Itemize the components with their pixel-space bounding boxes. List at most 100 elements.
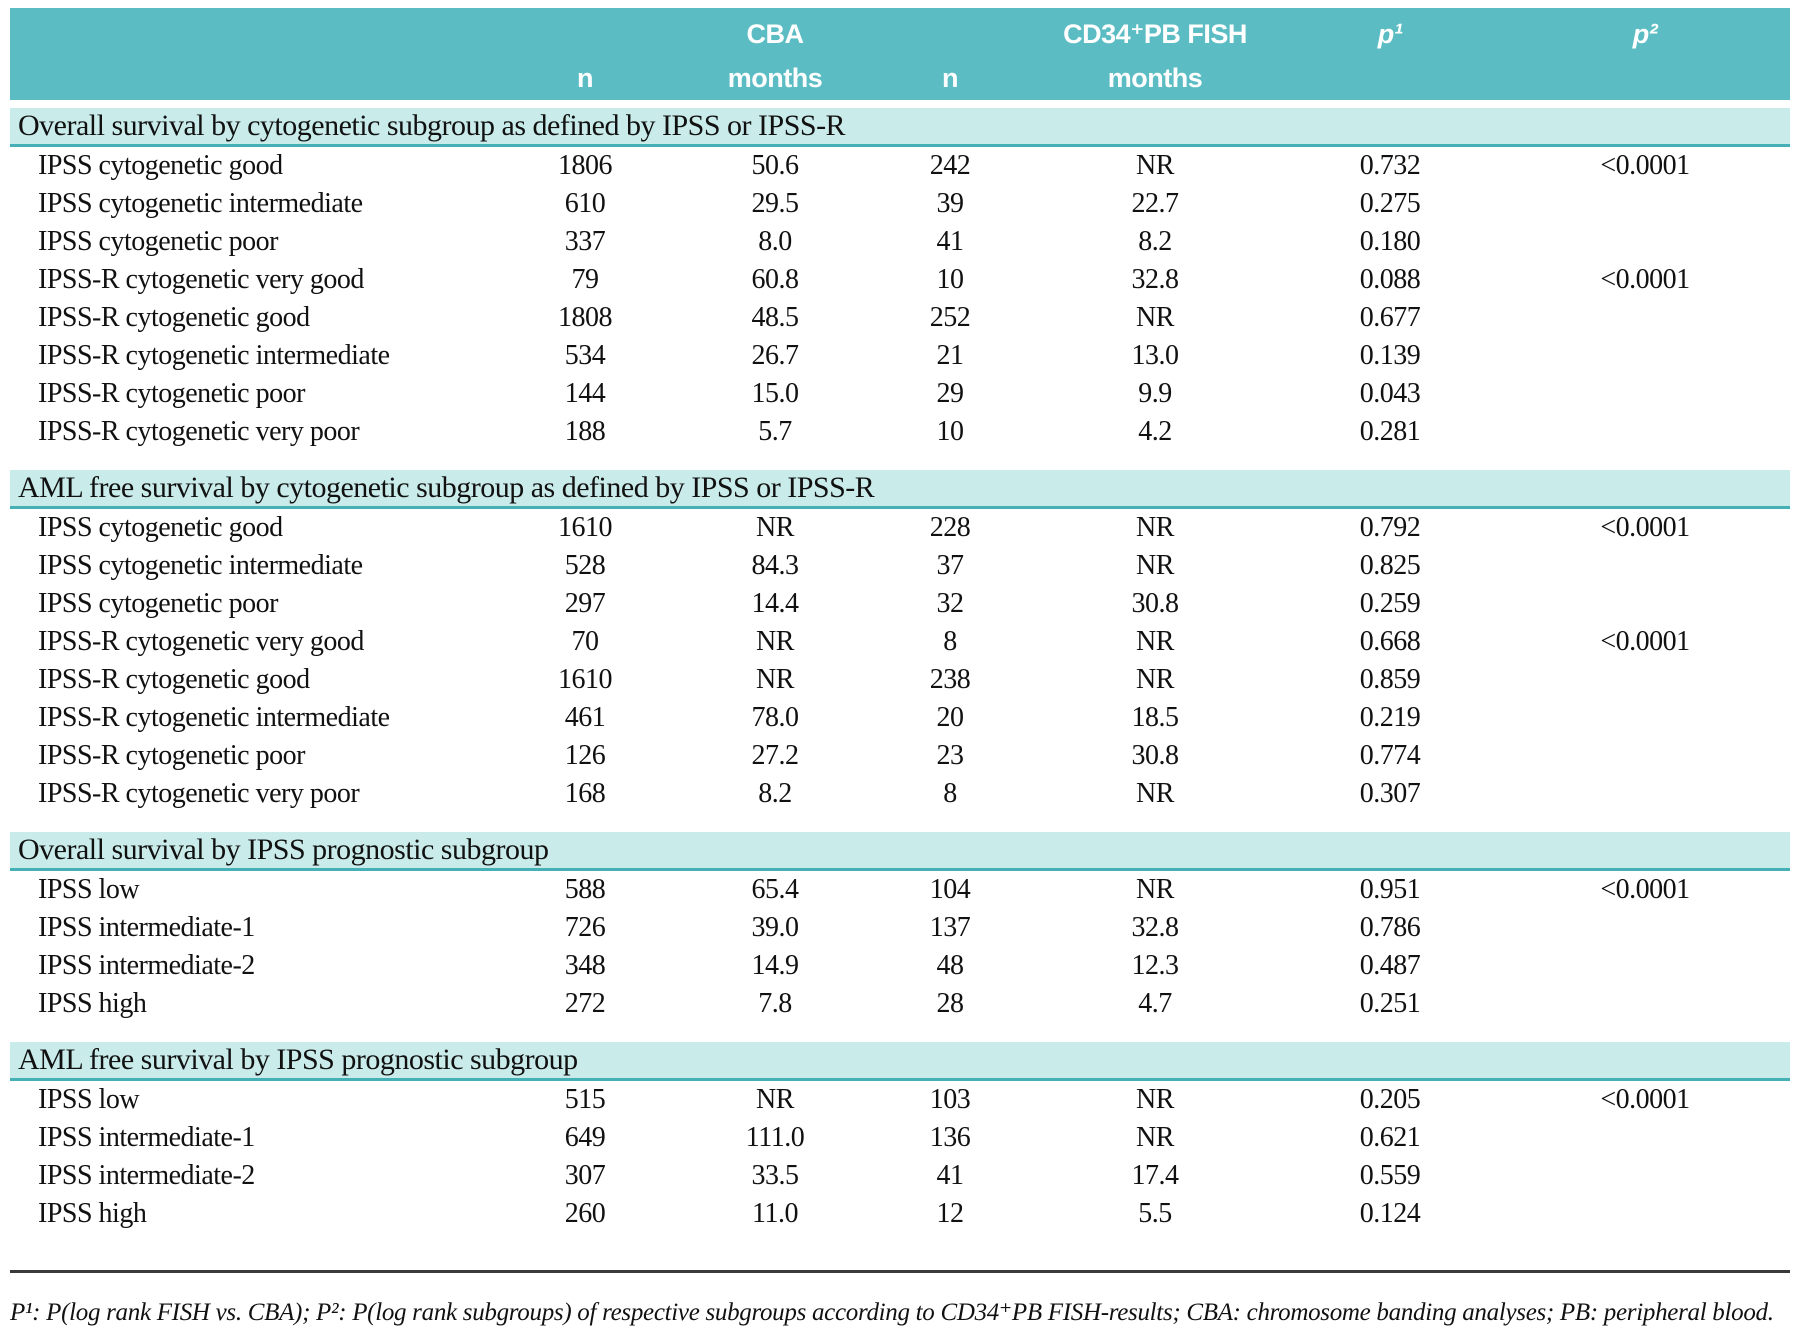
row-value: 17.4	[1131, 1160, 1180, 1191]
row-value: 4.2	[1138, 416, 1172, 447]
row-value: 48	[936, 950, 965, 981]
row-label: IPSS intermediate-1	[38, 912, 255, 943]
row-value: 1806	[558, 150, 613, 181]
row-value: 0.792	[1359, 512, 1421, 543]
header-bottom: months	[1107, 63, 1203, 93]
header-cell-n-fish: n	[870, 8, 1030, 100]
row-value: 0.774	[1359, 740, 1421, 771]
row-value: 27.2	[751, 740, 800, 771]
row-value: 8.0	[758, 226, 792, 257]
table-row: IPSS-R cytogenetic poor 126 27.2 23 30.8 0.77…	[10, 737, 1790, 775]
row-value: 0.621	[1359, 1122, 1421, 1153]
row-value: 29	[936, 378, 965, 409]
row-value: 39	[936, 188, 965, 219]
header-cell-p1: p¹	[1280, 8, 1500, 100]
row-value: 10	[936, 416, 965, 447]
section-header: AML free survival by cytogenetic subgrou…	[10, 470, 1790, 509]
row-label: IPSS low	[38, 874, 140, 905]
row-label: IPSS low	[38, 1084, 140, 1115]
section-header: AML free survival by IPSS prognostic sub…	[10, 1042, 1790, 1081]
section-header: Overall survival by cytogenetic subgroup…	[10, 108, 1790, 147]
row-value: 13.0	[1131, 340, 1180, 371]
header-bottom	[10, 62, 490, 94]
table-row: IPSS cytogenetic intermediate 610 29.5 39 22…	[10, 185, 1790, 223]
table-section: Overall survival by cytogenetic subgroup…	[10, 108, 1790, 462]
header-top: CBA	[746, 19, 805, 49]
header-cell-fish-months: CD34⁺PB FISH months	[1030, 8, 1280, 100]
row-label: IPSS cytogenetic poor	[38, 588, 278, 619]
row-value: 515	[564, 1084, 606, 1115]
table-row: IPSS-R cytogenetic very good 79 60.8 10 32.8…	[10, 261, 1790, 299]
row-value: 1808	[558, 302, 613, 333]
row-value: NR	[1136, 626, 1174, 657]
row-value: 0.677	[1359, 302, 1421, 333]
table-row: IPSS low 588 65.4 104 NR 0.951 <0.0001	[10, 871, 1790, 909]
row-value: 30.8	[1131, 740, 1180, 771]
row-value: NR	[1136, 512, 1174, 543]
header-cell-p2: p²	[1500, 8, 1790, 100]
table-row: IPSS low 515 NR 103 NR 0.205 <0.0001	[10, 1081, 1790, 1119]
row-value: 337	[564, 226, 606, 257]
row-value: 0.139	[1359, 340, 1421, 371]
row-value: 0.487	[1359, 950, 1421, 981]
row-value: 1610	[558, 512, 613, 543]
table-row: IPSS-R cytogenetic poor 144 15.0 29 9.9 0.043	[10, 375, 1790, 413]
row-value: 348	[564, 950, 606, 981]
row-value: 0.124	[1359, 1198, 1421, 1229]
row-value: 272	[564, 988, 606, 1019]
row-value: 104	[929, 874, 971, 905]
table-row: IPSS high 272 7.8 28 4.7 0.251	[10, 985, 1790, 1023]
row-value: 4.7	[1138, 988, 1172, 1019]
row-value: NR	[756, 664, 794, 695]
row-label: IPSS high	[38, 988, 147, 1019]
row-value: 0.088	[1359, 264, 1421, 295]
row-value: NR	[1136, 1122, 1174, 1153]
paper-table: n CBA months n CD34⁺PB FISH months p¹ p²…	[10, 8, 1790, 1326]
header-top	[870, 18, 1030, 50]
row-value: 0.180	[1359, 226, 1421, 257]
footnote-divider	[10, 1270, 1790, 1273]
header-cell-cba-months: CBA months	[680, 8, 870, 100]
table-row: IPSS-R cytogenetic very poor 168 8.2 8 NR 0.3…	[10, 775, 1790, 813]
row-value: 12	[936, 1198, 965, 1229]
row-value: NR	[1136, 1084, 1174, 1115]
row-value: 20	[936, 702, 965, 733]
header-top	[490, 18, 680, 50]
table-row: IPSS-R cytogenetic very good 70 NR 8 NR 0.668…	[10, 623, 1790, 661]
row-value: 144	[564, 378, 606, 409]
row-value: 12.3	[1131, 950, 1180, 981]
row-value: 726	[564, 912, 606, 943]
row-value: NR	[756, 626, 794, 657]
row-value: 0.951	[1359, 874, 1421, 905]
section-header: Overall survival by IPSS prognostic subg…	[10, 832, 1790, 871]
row-value: 8.2	[1138, 226, 1172, 257]
row-label: IPSS-R cytogenetic very good	[38, 626, 364, 657]
row-label: IPSS-R cytogenetic intermediate	[38, 702, 390, 733]
row-value: NR	[1136, 150, 1174, 181]
table-row: IPSS cytogenetic intermediate 528 84.3 37 NR…	[10, 547, 1790, 585]
row-value: 5.7	[758, 416, 792, 447]
row-label: IPSS intermediate-1	[38, 1122, 255, 1153]
row-value: NR	[1136, 778, 1174, 809]
row-value: 30.8	[1131, 588, 1180, 619]
row-value: 11.0	[752, 1198, 798, 1229]
row-label: IPSS-R cytogenetic intermediate	[38, 340, 390, 371]
table-header-row: n CBA months n CD34⁺PB FISH months p¹ p²	[10, 8, 1790, 100]
row-value: 65.4	[751, 874, 800, 905]
row-value: 0.825	[1359, 550, 1421, 581]
row-label: IPSS-R cytogenetic good	[38, 302, 310, 333]
row-value: 0.732	[1359, 150, 1421, 181]
row-label: IPSS-R cytogenetic very poor	[38, 778, 360, 809]
row-value: 307	[564, 1160, 606, 1191]
row-value: 33.5	[751, 1160, 800, 1191]
row-label: IPSS-R cytogenetic poor	[38, 378, 305, 409]
row-value: 0.219	[1359, 702, 1421, 733]
row-value: 32.8	[1131, 912, 1180, 943]
header-bottom: n	[577, 63, 594, 93]
row-value: 26.7	[751, 340, 800, 371]
table-row: IPSS-R cytogenetic intermediate 461 78.0 20…	[10, 699, 1790, 737]
row-value: 48.5	[751, 302, 800, 333]
row-value: NR	[756, 512, 794, 543]
row-value: 188	[564, 416, 606, 447]
row-value: NR	[1136, 550, 1174, 581]
